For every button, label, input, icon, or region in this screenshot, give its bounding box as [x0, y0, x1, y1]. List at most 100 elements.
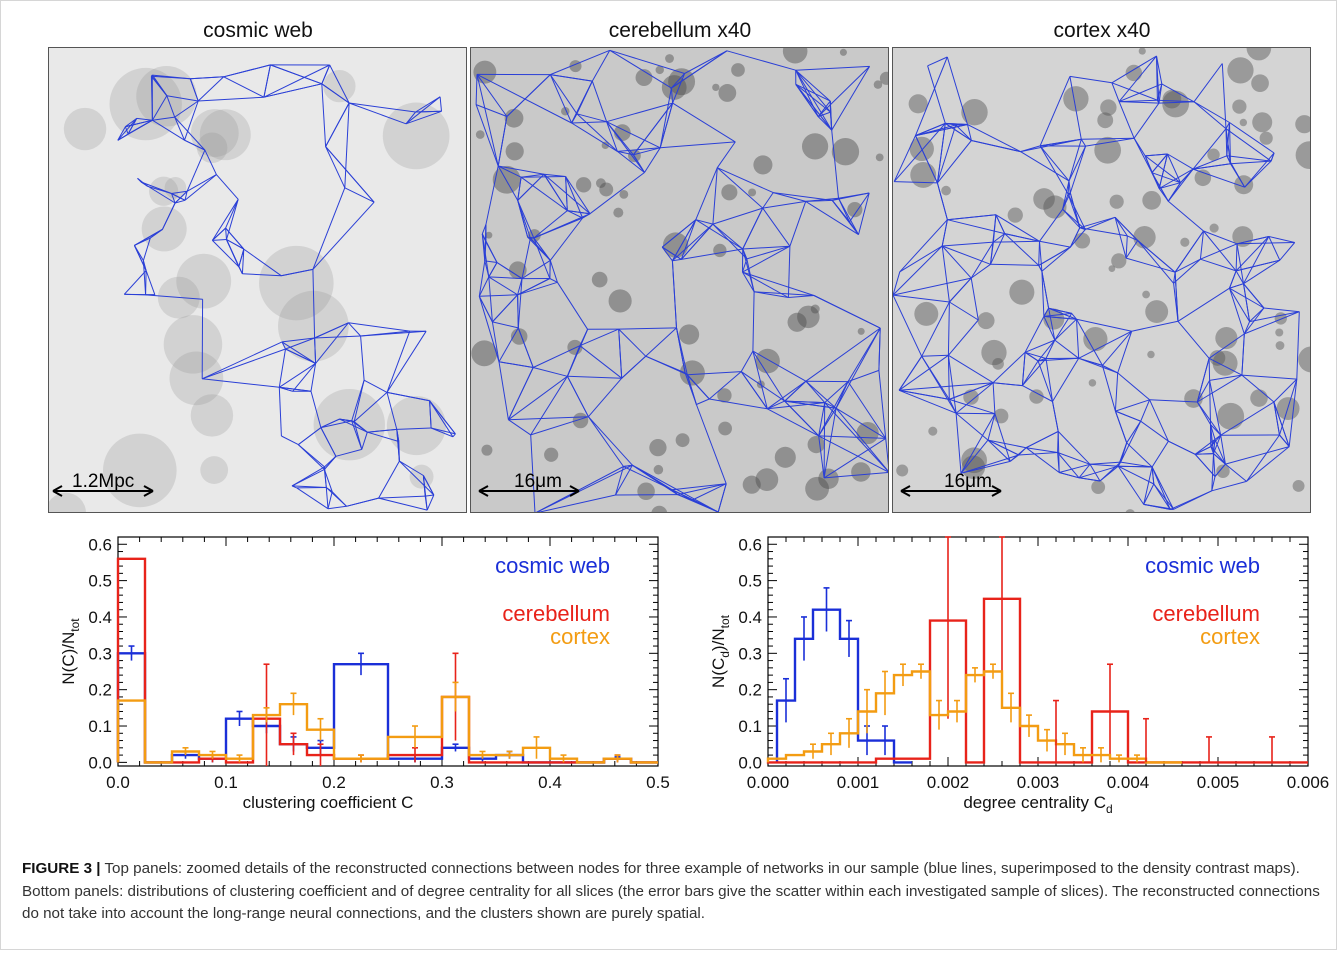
network-edge — [949, 301, 979, 321]
network-edge — [151, 75, 191, 80]
density-blob — [875, 153, 884, 162]
network-edge — [326, 487, 333, 493]
network-edge — [1235, 259, 1280, 272]
network-edge — [1111, 82, 1120, 102]
network-edge — [1089, 461, 1121, 465]
network-edge — [1069, 227, 1081, 248]
network-edge — [125, 117, 137, 128]
network-edge — [171, 193, 186, 201]
network-edge — [184, 139, 206, 151]
network-edge — [1117, 465, 1155, 485]
network-edge — [947, 214, 996, 221]
density-blob — [847, 201, 863, 218]
density-blob — [1145, 300, 1169, 324]
x-tick-label: 0.4 — [538, 773, 562, 792]
network-edge — [618, 329, 623, 379]
network-edge — [742, 245, 790, 250]
network-edge — [212, 227, 226, 241]
cosmic-web-image — [48, 47, 467, 513]
density-blob — [1259, 131, 1273, 145]
density-blob — [492, 165, 521, 194]
network-edge — [517, 200, 529, 238]
histogram-step-cortex — [766, 670, 1182, 764]
network-edge — [623, 464, 633, 467]
network-edge — [497, 165, 522, 178]
network-edge — [532, 345, 581, 368]
network-edge — [1229, 122, 1275, 154]
density-blob — [599, 182, 614, 197]
network-edge — [1196, 380, 1211, 403]
network-edge — [1114, 216, 1139, 241]
network-edge — [429, 400, 456, 435]
network-edge — [478, 296, 500, 362]
density-blob — [601, 141, 610, 150]
network-edge — [817, 66, 870, 117]
network-edge — [556, 282, 589, 330]
network-edge — [987, 439, 1019, 456]
density-blob — [1125, 509, 1135, 512]
network-edge — [152, 116, 175, 121]
network-edge — [1117, 331, 1133, 374]
error-bars-cerebellum — [209, 652, 621, 766]
network-edge — [967, 124, 1021, 153]
network-edge — [955, 124, 972, 141]
network-edge — [1026, 447, 1058, 453]
network-edge — [263, 64, 330, 98]
network-edge — [1167, 182, 1181, 202]
network-edge — [898, 354, 949, 391]
legend-cosmic-web: cosmic web — [1145, 553, 1260, 578]
network-edge — [1225, 446, 1290, 465]
network-edge — [1024, 351, 1039, 362]
network-edge — [1151, 466, 1155, 485]
density-blob — [914, 301, 939, 326]
network-edge — [990, 233, 1006, 265]
network-edges — [893, 55, 1300, 510]
network-edge — [571, 122, 618, 152]
network-edge — [1243, 283, 1251, 322]
network-edge — [422, 475, 435, 496]
network-edge — [1102, 364, 1118, 374]
network-edge — [567, 210, 591, 215]
network-edge — [281, 341, 316, 364]
network-edge — [1241, 333, 1245, 376]
network-edge — [823, 437, 886, 479]
density-blob — [196, 132, 228, 163]
network-edge — [198, 96, 264, 102]
network-edge — [1045, 339, 1056, 359]
network-edge — [1039, 76, 1071, 147]
network-edge — [508, 419, 531, 436]
network-edge — [893, 123, 946, 182]
network-edge — [226, 239, 240, 268]
network-edge — [1118, 83, 1162, 103]
y-tick-label: 0.3 — [738, 644, 762, 663]
density-blob — [1108, 265, 1116, 272]
network-edge — [1229, 270, 1237, 289]
density-blob — [63, 107, 107, 151]
network-edge — [838, 197, 859, 235]
network-edge — [946, 56, 968, 125]
network-edge — [314, 322, 349, 339]
network-edge — [361, 432, 368, 450]
network-edge — [1125, 235, 1128, 259]
network-edge — [754, 291, 815, 296]
network-edge — [346, 497, 379, 507]
density-blob — [748, 188, 757, 197]
network-edge — [587, 416, 624, 467]
network-edge — [1243, 236, 1270, 284]
figure-caption: FIGURE 3 | Top panels: zoomed details of… — [22, 858, 1322, 926]
network-edge — [1196, 401, 1222, 436]
legend-cortex: cortex — [550, 624, 610, 649]
network-edge — [1048, 307, 1077, 320]
network-edge — [677, 483, 727, 496]
network-edge — [1241, 374, 1275, 403]
density-blob — [774, 446, 796, 468]
network-edge — [752, 350, 786, 402]
network-edge — [567, 375, 622, 379]
y-tick-label: 0.1 — [738, 717, 762, 736]
density-blob — [259, 245, 334, 321]
network-edge — [1192, 168, 1245, 188]
network-edge — [1043, 315, 1077, 320]
network-edge — [567, 210, 583, 219]
density-blob — [1133, 226, 1156, 249]
network-edge — [174, 199, 186, 204]
